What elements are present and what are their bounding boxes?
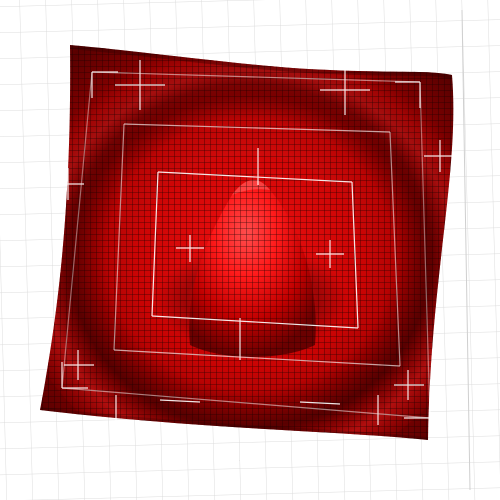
page-edge [461,9,471,491]
overlay-frames [52,60,456,425]
